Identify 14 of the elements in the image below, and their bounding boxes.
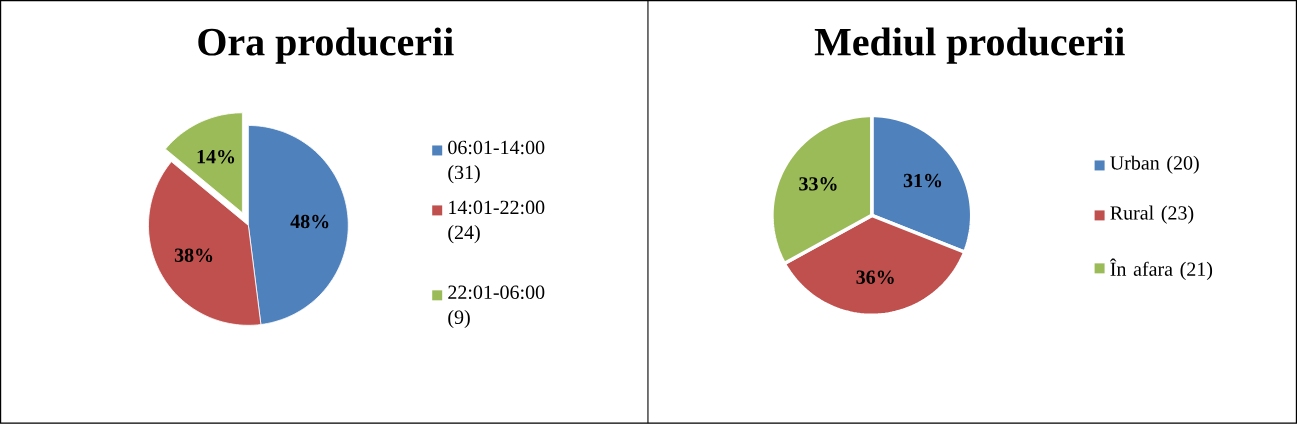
legend-label: Rural (23) [1110,205,1194,224]
data-label: 33% [799,177,837,191]
data-label: 48% [290,214,329,229]
chart-title: Mediul producerii [814,27,1125,64]
legend-label: 22:01-06:00 (9) [448,285,545,329]
chart-title: Ora producerii [198,27,454,64]
data-label: 14% [197,150,235,164]
legend-label: În afara (21) [1109,258,1213,281]
data-label: 31% [903,173,942,188]
legend-label: 14:01-22:00 (24) [448,200,545,244]
data-label: 38% [174,248,213,263]
legend-label: 06:01-14:00 (31) [448,140,545,184]
legend-label: Urban (20) [1110,155,1199,174]
data-label: 36% [856,270,894,285]
